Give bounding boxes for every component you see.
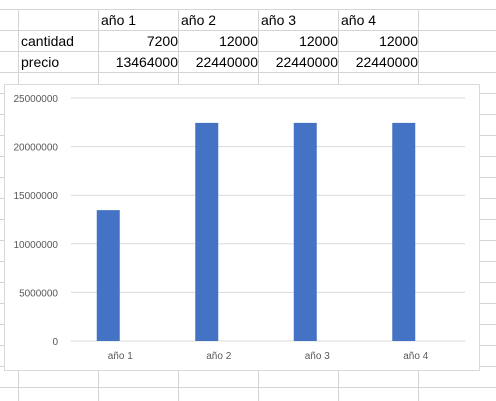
bar-3[interactable] — [293, 122, 317, 341]
cell-cantidad-year-4[interactable]: 12000 — [379, 33, 418, 49]
row-label-precio[interactable]: precio — [21, 54, 60, 70]
grid-top-edge — [0, 0, 496, 9]
y-tick-label: 10000000 — [14, 240, 59, 251]
y-tick-label: 0 — [52, 337, 58, 348]
cell-precio-year-2[interactable]: 22440000 — [195, 54, 258, 70]
y-tick-label: 5000000 — [19, 288, 58, 299]
y-tick-label: 20000000 — [14, 143, 59, 154]
header-cell-year-4[interactable]: año 4 — [341, 12, 377, 28]
bar-2[interactable] — [195, 122, 219, 341]
header-cell-year-1[interactable]: año 1 — [101, 12, 137, 28]
y-tick-label: 25000000 — [14, 94, 59, 105]
y-tick-label: 15000000 — [14, 191, 59, 202]
x-category-label: año 3 — [305, 351, 330, 362]
x-category-label: año 1 — [108, 351, 133, 362]
bar-4[interactable] — [392, 122, 416, 341]
cell-cantidad-year-1[interactable]: 7200 — [146, 33, 178, 49]
cell-cantidad-year-3[interactable]: 12000 — [299, 33, 338, 49]
row-label-cantidad[interactable]: cantidad — [21, 33, 74, 49]
chart-canvas: 0 5000000 10000000 15000000 20000000 25000000… — [14, 94, 465, 362]
header-cell-year-3[interactable]: año 3 — [261, 12, 297, 28]
cell-precio-year-4[interactable]: 22440000 — [355, 54, 418, 70]
x-category-label: año 4 — [403, 351, 428, 362]
x-category-label: año 2 — [206, 351, 231, 362]
cell-precio-year-3[interactable]: 22440000 — [275, 54, 338, 70]
embedded-bar-chart[interactable]: 0 5000000 10000000 15000000 20000000 25000000… — [4, 84, 480, 371]
cell-cantidad-year-2[interactable]: 12000 — [219, 33, 258, 49]
bar-1[interactable] — [96, 210, 120, 341]
header-cell-year-2[interactable]: año 2 — [181, 12, 217, 28]
cell-precio-year-1[interactable]: 13464000 — [115, 54, 178, 70]
